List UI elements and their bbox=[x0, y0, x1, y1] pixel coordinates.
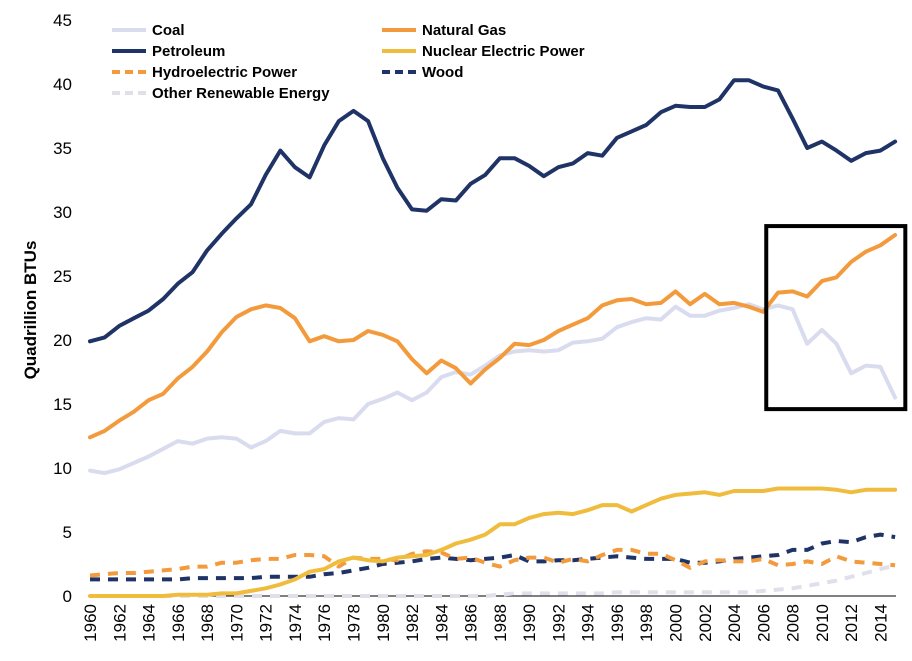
series-line-natural-gas bbox=[88, 233, 898, 440]
legend-label: Other Renewable Energy bbox=[152, 85, 330, 102]
x-tick-label: 1964 bbox=[140, 604, 159, 642]
legend-label: Wood bbox=[422, 64, 463, 81]
x-tick-label: 1966 bbox=[169, 604, 188, 642]
legend: Coal Natural Gas Petroleum Nuclear Electric… bbox=[112, 22, 585, 102]
x-tick-label: 2006 bbox=[754, 604, 773, 642]
highlight-box bbox=[764, 224, 908, 412]
x-tick-label: 1990 bbox=[520, 604, 539, 642]
x-tick-label: 1988 bbox=[491, 604, 510, 642]
legend-label: Natural Gas bbox=[422, 22, 506, 39]
x-tick-label: 1986 bbox=[462, 604, 481, 642]
x-tick-label: 1976 bbox=[315, 604, 334, 642]
y-axis-title: Quadrillion BTUs bbox=[21, 241, 40, 380]
x-tick-label: 2002 bbox=[696, 604, 715, 642]
y-tick-label: 20 bbox=[53, 331, 72, 350]
x-tick-label: 1968 bbox=[198, 604, 217, 642]
series-line-coal bbox=[88, 302, 898, 476]
x-tick-label: 1960 bbox=[81, 604, 100, 642]
x-tick-label: 2014 bbox=[871, 604, 890, 642]
x-tick-label: 2000 bbox=[667, 604, 686, 642]
x-axis-ticks: 1960 1962 1964 1966 1968 1970 1972 1974 1976 1978… bbox=[81, 604, 890, 642]
y-tick-label: 15 bbox=[53, 395, 72, 414]
x-tick-label: 1970 bbox=[227, 604, 246, 642]
legend-label: Coal bbox=[152, 22, 185, 39]
y-tick-label: 40 bbox=[53, 75, 72, 94]
y-tick-label: 45 bbox=[53, 11, 72, 30]
x-tick-label: 1980 bbox=[374, 604, 393, 642]
x-tick-label: 1978 bbox=[344, 604, 363, 642]
legend-label: Nuclear Electric Power bbox=[422, 43, 585, 60]
x-tick-label: 2004 bbox=[725, 604, 744, 642]
series-line-hydroelectric-power bbox=[89, 547, 896, 578]
x-tick-label: 1974 bbox=[286, 604, 305, 642]
y-tick-label: 5 bbox=[63, 523, 72, 542]
legend-label: Petroleum bbox=[152, 43, 225, 60]
x-tick-label: 1962 bbox=[110, 604, 129, 642]
x-tick-label: 2008 bbox=[784, 604, 803, 642]
y-tick-label: 25 bbox=[53, 267, 72, 286]
x-tick-label: 1998 bbox=[637, 604, 656, 642]
x-tick-label: 1992 bbox=[549, 604, 568, 642]
series-line-wood bbox=[90, 532, 896, 582]
y-axis-ticks: 0 5 10 15 20 25 30 35 40 45 bbox=[53, 11, 72, 606]
x-tick-label: 2012 bbox=[842, 604, 861, 642]
legend-label: Hydroelectric Power bbox=[152, 64, 297, 81]
x-tick-label: 1996 bbox=[608, 604, 627, 642]
series-layer bbox=[88, 78, 898, 598]
series-line-petroleum bbox=[88, 78, 898, 344]
x-tick-label: 2010 bbox=[813, 604, 832, 642]
y-tick-label: 0 bbox=[63, 587, 72, 606]
series-line-nuclear-electric-power bbox=[88, 486, 898, 598]
x-tick-label: 1982 bbox=[403, 604, 422, 642]
y-tick-label: 35 bbox=[53, 139, 72, 158]
x-tick-label: 1972 bbox=[257, 604, 276, 642]
x-tick-label: 1984 bbox=[432, 604, 451, 642]
y-tick-label: 10 bbox=[53, 459, 72, 478]
series-line-other-renewable-energy bbox=[90, 563, 896, 598]
x-tick-label: 1994 bbox=[579, 604, 598, 642]
y-tick-label: 30 bbox=[53, 203, 72, 222]
